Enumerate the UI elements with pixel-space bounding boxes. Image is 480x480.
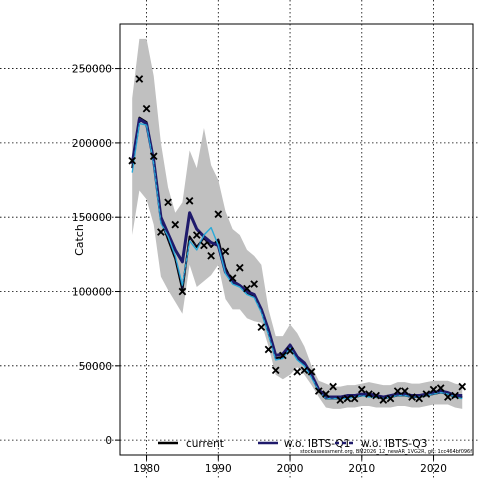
observation-point <box>408 393 416 401</box>
footnote: stockassessment.org, BM2026_12_newAR_1VG… <box>300 449 472 455</box>
observation-point <box>279 351 287 360</box>
observation-point <box>185 197 194 205</box>
observation-point <box>329 382 337 391</box>
observation-point <box>164 198 172 207</box>
y-tick-label: 250000 <box>72 64 112 76</box>
y-tick-label: 50000 <box>79 361 112 373</box>
observation-point <box>157 228 165 236</box>
observation-point <box>221 247 230 256</box>
observation-point <box>300 366 309 375</box>
legend: current w.o. IBTS-Q1 w.o. IBTS-Q3 <box>158 438 427 450</box>
observation-point <box>142 104 151 113</box>
observation-point <box>286 347 294 355</box>
observation-point <box>314 387 323 395</box>
observation-point <box>415 394 424 403</box>
observation-point <box>429 385 438 394</box>
observation-point <box>243 284 251 293</box>
observation-markers <box>128 75 467 404</box>
x-tick-label: 1980 <box>133 463 160 475</box>
y-tick-label: 100000 <box>72 287 112 299</box>
observation-point <box>264 345 273 354</box>
observation-point <box>128 156 137 165</box>
observation-point <box>401 387 409 395</box>
observation-point <box>386 394 395 403</box>
confidence-band <box>132 38 463 409</box>
observation-point <box>178 287 187 296</box>
x-tick-label: 2010 <box>348 463 375 475</box>
legend-item-0: current <box>158 438 224 450</box>
x-tick-label: 2020 <box>420 463 447 475</box>
observation-point <box>393 387 402 395</box>
observation-point <box>307 367 316 376</box>
observation-point <box>372 391 380 400</box>
observation-point <box>458 382 467 391</box>
plot-frame <box>119 23 474 456</box>
observation-point <box>214 210 223 219</box>
observation-point <box>207 252 215 260</box>
observation-point <box>271 366 280 375</box>
observation-point <box>135 75 144 83</box>
observation-point <box>235 263 244 272</box>
observation-point <box>350 394 359 403</box>
observation-point <box>436 384 445 392</box>
x-tick-label: 1990 <box>205 463 232 475</box>
observation-point <box>171 220 180 229</box>
legend-item-1: w.o. IBTS-Q1 <box>258 438 350 450</box>
observation-point <box>257 323 266 332</box>
y-tick-label: 200000 <box>72 138 112 150</box>
observation-point <box>293 367 302 376</box>
axes: 0 50000 100000 150000 200000 250000 1980 1990 20… <box>72 64 447 475</box>
observation-point <box>322 390 330 398</box>
y-tick-label: 0 <box>105 435 112 447</box>
band-area <box>132 38 463 409</box>
legend-label: w.o. IBTS-Q3 <box>361 438 427 450</box>
observation-point <box>336 396 345 404</box>
observation-point <box>200 241 208 250</box>
y-tick-label: 150000 <box>72 212 112 224</box>
legend-label: current <box>186 438 224 450</box>
observation-point <box>444 393 452 401</box>
y-axis-label: Catch <box>73 224 86 256</box>
observation-point <box>422 390 431 398</box>
observation-point <box>357 385 366 394</box>
legend-item-2: w.o. IBTS-Q3 <box>335 438 427 450</box>
observation-point <box>343 394 352 403</box>
observation-point <box>451 391 459 400</box>
legend-label: w.o. IBTS-Q1 <box>284 438 350 450</box>
observation-point <box>379 396 388 404</box>
observation-point <box>228 274 237 282</box>
x-tick-label: 2000 <box>277 463 304 475</box>
observation-point <box>365 390 373 398</box>
observation-point <box>250 280 259 288</box>
observation-point <box>149 152 158 161</box>
observation-point <box>192 231 201 239</box>
